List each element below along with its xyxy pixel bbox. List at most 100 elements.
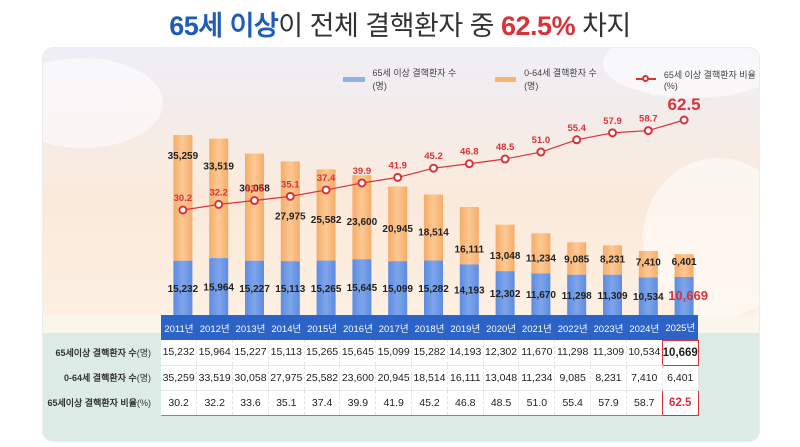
table-cell: 15,227	[232, 340, 269, 366]
table-cell: 25,582	[304, 365, 341, 391]
table-cell: 20,945	[375, 365, 413, 391]
label-young-2021년: 11,234	[526, 253, 556, 264]
table-cell: 13,048	[483, 365, 520, 391]
year-header-cell: 2014년	[268, 315, 305, 340]
table-cell: 15,282	[411, 340, 448, 366]
legend-label-ratio: 65세 이상 결핵환자 비율(%)	[663, 69, 756, 91]
ratio-point-2024년	[643, 126, 653, 136]
chart-legend: 65세 이상 결핵환자 수(명) 0-64세 결핵환자 수(명) 65세 이상 …	[343, 66, 759, 92]
year-header-cell: 2023년	[590, 315, 627, 340]
table-cell: 58.7	[626, 390, 663, 416]
ratio-point-2017년	[393, 172, 403, 182]
label-young-2013년: 30,058	[239, 184, 270, 195]
year-header-cell: 2019년	[447, 315, 484, 340]
table-cell: 48.5	[483, 390, 520, 416]
label-elderly-2021년: 11,670	[526, 290, 556, 301]
bar-young-2020년	[495, 224, 515, 272]
label-ratio-2014년: 35.1	[281, 179, 300, 190]
label-elderly-2024년: 10,534	[633, 292, 664, 303]
year-header-cell: 2025년	[662, 315, 699, 340]
bar-elderly-2015년	[316, 260, 336, 315]
table-cell: 7,410	[626, 365, 663, 391]
label-young-2011년: 35,259	[168, 151, 199, 162]
bar-elderly-2011년	[173, 260, 193, 315]
table-cell: 51.0	[518, 390, 556, 416]
bar-elderly-2019년	[459, 264, 479, 315]
table-cell: 10,534	[626, 340, 663, 366]
table-cell: 35.1	[268, 390, 305, 416]
ratio-point-2011년	[178, 205, 188, 215]
table-year-header: 2011년 2012년 2013년 2014년 2015년 2016년 2017년 2018년…	[43, 315, 699, 340]
table-row-young: 0-64세 결핵환자 수(명) 35,259 33,519 30,058 27,975…	[43, 365, 699, 391]
label-ratio-2024년: 58.7	[639, 114, 658, 125]
cloud-decoration	[643, 158, 759, 318]
label-elderly-2025년: 10,669	[668, 288, 708, 303]
label-ratio-2022년: 55.4	[567, 123, 586, 134]
label-ratio-2016년: 39.9	[353, 166, 372, 177]
table-cell: 15,645	[339, 340, 377, 366]
row-label-elderly: 65세이상 결핵환자 수(명)	[55, 348, 151, 358]
bar-young-2011년	[173, 135, 193, 261]
bar-young-2022년	[567, 242, 587, 275]
table-cell: 62.5	[661, 389, 699, 416]
label-young-2023년: 8,231	[600, 255, 625, 266]
ratio-point-2015년	[321, 185, 331, 195]
table-cell: 18,514	[411, 365, 448, 391]
table-cell: 15,232	[161, 340, 198, 366]
bar-young-2024년	[638, 251, 658, 278]
table-cell: 46.8	[447, 390, 484, 416]
bar-elderly-2021년	[531, 273, 551, 315]
label-ratio-2011년: 30.2	[174, 193, 193, 204]
ratio-point-2023년	[608, 128, 617, 138]
label-ratio-2018년: 45.2	[424, 151, 443, 162]
label-elderly-2015년: 15,265	[311, 284, 342, 295]
ratio-point-2025년	[679, 115, 689, 125]
bar-elderly-2020년	[495, 271, 515, 315]
bar-young-2019년	[459, 206, 479, 265]
legend-item-young: 0-64세 결핵환자 수(명)	[494, 66, 603, 92]
title-text: 이 전체 결핵환자 중	[278, 11, 502, 41]
table-cell: 14,193	[447, 340, 484, 366]
table-cell: 30,058	[232, 365, 269, 391]
label-young-2015년: 25,582	[311, 215, 342, 226]
chart-card: 65세 이상 결핵환자 수(명) 0-64세 결핵환자 수(명) 65세 이상 …	[43, 48, 759, 441]
label-young-2022년: 9,085	[564, 255, 589, 266]
table-cell: 11,298	[554, 340, 592, 366]
ratio-point-2022년	[572, 135, 582, 145]
bar-elderly-2024년	[638, 277, 658, 315]
table-cell: 11,234	[518, 365, 556, 391]
table-cell: 15,099	[375, 340, 413, 366]
bar-elderly-2014년	[280, 261, 300, 315]
label-elderly-2020년: 12,302	[490, 289, 521, 300]
table-cell: 41.9	[375, 390, 413, 416]
label-elderly-2011년: 15,232	[168, 284, 199, 295]
label-young-2016년: 23,600	[347, 217, 378, 228]
year-header-cell: 2016년	[339, 315, 376, 340]
table-row-elderly: 65세이상 결핵환자 수(명) 15,232 15,964 15,227 15,113…	[43, 339, 699, 366]
table-cell: 16,111	[447, 365, 484, 391]
table-cell: 8,231	[590, 365, 627, 391]
label-ratio-2020년: 48.5	[496, 142, 515, 153]
label-elderly-2017년: 15,099	[382, 284, 413, 295]
label-young-2017년: 20,945	[382, 224, 413, 235]
bar-young-2013년	[245, 153, 264, 261]
ratio-point-2018년	[429, 163, 438, 173]
year-header-cell: 2017년	[375, 315, 412, 340]
table-corner	[43, 315, 161, 340]
ratio-point-2020년	[500, 154, 510, 164]
label-young-2025년: 6,401	[672, 257, 697, 268]
table-cell: 30.2	[161, 390, 198, 416]
ratio-point-2012년	[214, 199, 224, 209]
table-cell: 39.9	[339, 390, 377, 416]
label-elderly-2023년: 11,309	[597, 291, 627, 302]
label-elderly-2022년: 11,298	[562, 291, 592, 302]
table-cell: 12,302	[483, 340, 520, 366]
label-elderly-2014년: 15,113	[275, 284, 305, 295]
label-elderly-2013년: 15,227	[239, 284, 270, 295]
table-cell: 11,670	[518, 340, 556, 366]
legend-label-elderly: 65세 이상 결핵환자 수(명)	[372, 68, 457, 91]
row-label-young: 0-64세 결핵환자 수(명)	[64, 373, 151, 383]
label-ratio-2013년: 33.6	[245, 184, 264, 195]
year-header-cell: 2013년	[232, 315, 269, 340]
data-table: 2011년 2012년 2013년 2014년 2015년 2016년 2017년 2018년…	[43, 315, 699, 416]
